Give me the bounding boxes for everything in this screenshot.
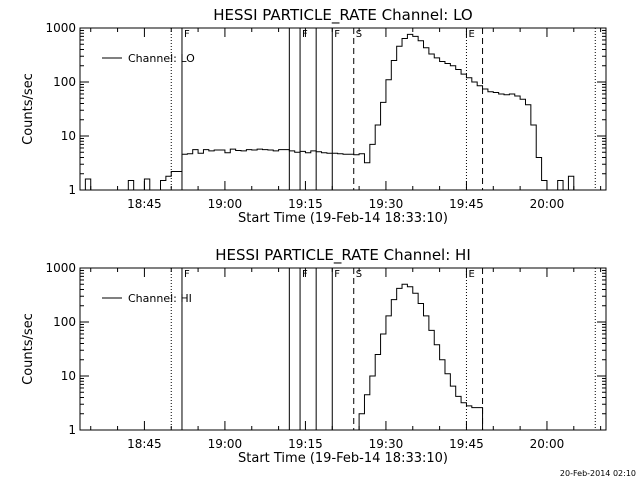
x-tick-label: 19:00 bbox=[208, 197, 243, 211]
flag-marker-label: E bbox=[468, 29, 474, 40]
flag-marker-label: F bbox=[334, 29, 340, 40]
y-tick-label: 1000 bbox=[45, 21, 76, 35]
flag-marker-label: F bbox=[334, 269, 340, 280]
flag-marker-label: S bbox=[356, 29, 362, 40]
series-line bbox=[353, 283, 484, 430]
y-tick-label: 10 bbox=[61, 369, 76, 383]
x-tick-label: 20:00 bbox=[530, 437, 565, 451]
x-tick-label: 19:00 bbox=[208, 437, 243, 451]
flag-marker-label: E bbox=[468, 269, 474, 280]
flag-marker-label: F bbox=[302, 29, 308, 40]
lo-channel-chart: HESSI PARTICLE_RATE Channel: LO Start Tim… bbox=[21, 6, 607, 226]
plot-frame bbox=[79, 27, 607, 191]
y-tick-label: 1000 bbox=[45, 261, 76, 275]
chart-title: HESSI PARTICLE_RATE Channel: HI bbox=[215, 246, 471, 265]
x-tick-label: 19:45 bbox=[449, 437, 484, 451]
legend-entry: Channel: LO bbox=[128, 52, 195, 65]
flag-marker-label: F bbox=[302, 269, 308, 280]
flag-marker-label: S bbox=[356, 269, 362, 280]
y-axis-label: Counts/sec bbox=[21, 313, 36, 385]
y-tick-label: 1 bbox=[68, 423, 76, 437]
x-tick-label: 18:45 bbox=[127, 197, 162, 211]
y-tick-label: 100 bbox=[53, 315, 76, 329]
plot-frame bbox=[79, 267, 607, 431]
y-tick-label: 100 bbox=[53, 75, 76, 89]
series-line bbox=[80, 33, 585, 190]
chart-title: HESSI PARTICLE_RATE Channel: LO bbox=[213, 6, 472, 25]
x-tick-label: 19:15 bbox=[288, 437, 323, 451]
y-tick-label: 10 bbox=[61, 129, 76, 143]
flag-marker-label: F bbox=[184, 269, 190, 280]
x-tick-label: 19:30 bbox=[369, 437, 404, 451]
legend-entry: Channel: HI bbox=[128, 292, 192, 305]
x-tick-label: 19:45 bbox=[449, 197, 484, 211]
hi-channel-chart: HESSI PARTICLE_RATE Channel: HI Start Tim… bbox=[21, 246, 607, 466]
x-tick-label: 19:30 bbox=[369, 197, 404, 211]
y-axis-label: Counts/sec bbox=[21, 73, 36, 145]
flag-marker-label: F bbox=[184, 29, 190, 40]
y-tick-label: 1 bbox=[68, 183, 76, 197]
x-axis-label: Start Time (19-Feb-14 18:33:10) bbox=[238, 211, 448, 226]
x-tick-label: 18:45 bbox=[127, 437, 162, 451]
x-tick-label: 19:15 bbox=[288, 197, 323, 211]
x-axis-label: Start Time (19-Feb-14 18:33:10) bbox=[238, 451, 448, 466]
footer-timestamp: 20-Feb-2014 02:10 bbox=[560, 469, 636, 478]
x-tick-label: 20:00 bbox=[530, 197, 565, 211]
